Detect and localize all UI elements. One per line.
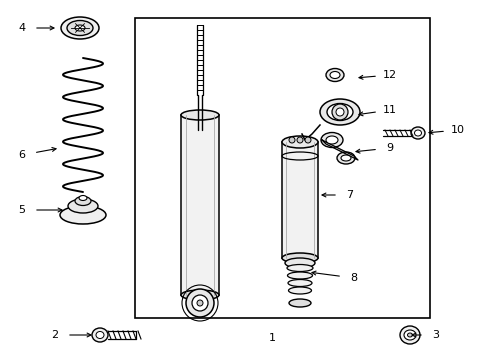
Ellipse shape: [61, 17, 99, 39]
Ellipse shape: [327, 104, 353, 121]
Ellipse shape: [75, 25, 85, 31]
Text: 8: 8: [350, 273, 358, 283]
Text: 7: 7: [346, 190, 354, 200]
Ellipse shape: [404, 330, 416, 340]
Bar: [135, 18, 430, 318]
Ellipse shape: [60, 206, 106, 224]
Ellipse shape: [282, 253, 318, 263]
Text: 4: 4: [19, 23, 25, 33]
Polygon shape: [322, 140, 358, 160]
Ellipse shape: [288, 279, 312, 287]
Ellipse shape: [287, 265, 313, 271]
Ellipse shape: [285, 258, 315, 268]
Ellipse shape: [411, 127, 425, 139]
Ellipse shape: [330, 72, 340, 78]
Text: 3: 3: [433, 330, 440, 340]
Ellipse shape: [321, 132, 343, 148]
Text: 2: 2: [51, 330, 59, 340]
Text: 6: 6: [19, 150, 25, 160]
Circle shape: [336, 108, 344, 116]
Circle shape: [332, 104, 348, 120]
Ellipse shape: [415, 130, 421, 136]
Ellipse shape: [75, 197, 91, 206]
Ellipse shape: [282, 136, 318, 148]
Circle shape: [197, 300, 203, 306]
Ellipse shape: [79, 195, 87, 201]
Text: 1: 1: [269, 333, 275, 343]
Text: 5: 5: [19, 205, 25, 215]
Ellipse shape: [67, 21, 93, 36]
Ellipse shape: [288, 272, 313, 279]
Ellipse shape: [181, 110, 219, 120]
Ellipse shape: [326, 136, 338, 144]
Text: 10: 10: [451, 125, 465, 135]
Ellipse shape: [341, 155, 351, 161]
Circle shape: [289, 137, 295, 143]
Text: 11: 11: [383, 105, 397, 115]
Ellipse shape: [289, 287, 312, 294]
Text: 12: 12: [383, 70, 397, 80]
Text: 9: 9: [387, 143, 393, 153]
Bar: [181, 115, 219, 295]
Ellipse shape: [326, 68, 344, 81]
Ellipse shape: [92, 328, 108, 342]
Circle shape: [297, 137, 303, 143]
Ellipse shape: [96, 332, 104, 338]
Ellipse shape: [320, 99, 360, 125]
Ellipse shape: [68, 199, 98, 213]
Ellipse shape: [289, 299, 311, 307]
Ellipse shape: [400, 326, 420, 344]
Ellipse shape: [337, 152, 355, 164]
Bar: [282, 142, 318, 258]
Ellipse shape: [181, 290, 219, 300]
Circle shape: [186, 289, 214, 317]
Circle shape: [192, 295, 208, 311]
Ellipse shape: [408, 333, 413, 337]
Circle shape: [305, 137, 311, 143]
